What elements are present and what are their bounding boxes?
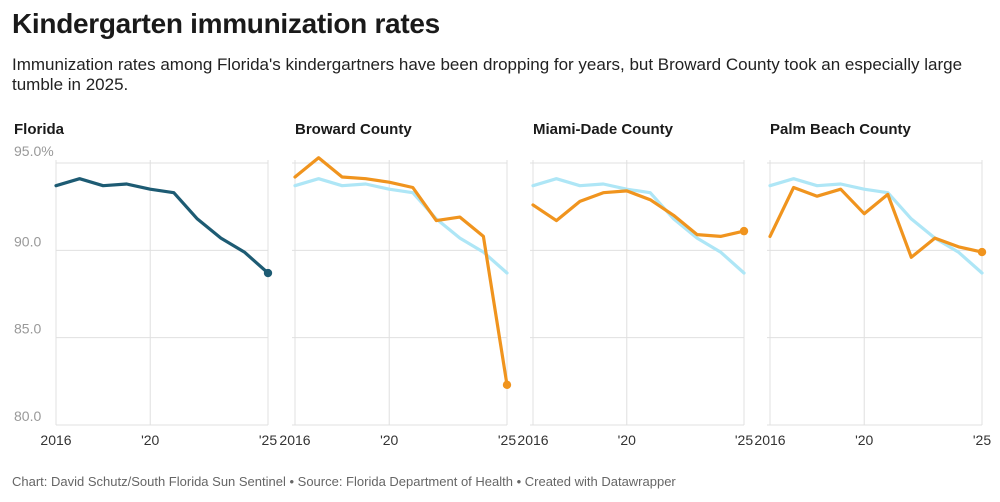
x-tick-label: 2016 <box>754 432 785 448</box>
series-line-miami-dade-county <box>531 189 746 238</box>
reference-line-florida <box>768 177 984 275</box>
x-tick-label: '20 <box>380 432 398 448</box>
end-point-miami-dade-county <box>739 226 749 236</box>
x-tick-label: 2016 <box>517 432 548 448</box>
panel-title-broward: Broward County <box>295 121 412 138</box>
x-tick-label: '20 <box>141 432 159 448</box>
chart-subtitle: Immunization rates among Florida's kinde… <box>12 55 963 94</box>
chart-footer: Chart: David Schutz/South Florida Sun Se… <box>12 474 676 489</box>
end-point-broward-county <box>502 380 512 390</box>
y-tick-label: 85.0 <box>14 321 41 337</box>
small-multiples-chart: 2016'20'25 2016'20'25 2016'20'25 2016'20'25… <box>14 143 991 448</box>
panel-title-miami-dade: Miami-Dade County <box>533 121 674 138</box>
x-tick-label: '25 <box>259 432 277 448</box>
end-point-palm-beach-county <box>977 247 987 257</box>
x-tick-label: 2016 <box>279 432 310 448</box>
panel-title-palm-beach: Palm Beach County <box>770 121 911 138</box>
chart-title: Kindergarten immunization rates <box>12 8 440 39</box>
x-tick-label: 2016 <box>40 432 71 448</box>
series-line-broward-county <box>293 156 509 387</box>
panel-title-florida: Florida <box>14 121 65 138</box>
y-tick-label: 95.0% <box>14 143 54 159</box>
x-tick-label: '25 <box>735 432 753 448</box>
reference-line-florida <box>293 177 509 275</box>
y-tick-label: 80.0 <box>14 408 41 424</box>
x-tick-label: '25 <box>973 432 991 448</box>
series-line-palm-beach-county <box>768 185 984 259</box>
end-point-florida <box>263 268 273 278</box>
x-tick-label: '25 <box>498 432 516 448</box>
x-tick-label: '20 <box>855 432 873 448</box>
series-line-florida <box>54 177 270 275</box>
reference-line-florida <box>531 177 746 275</box>
x-tick-label: '20 <box>618 432 636 448</box>
y-tick-label: 90.0 <box>14 233 41 249</box>
